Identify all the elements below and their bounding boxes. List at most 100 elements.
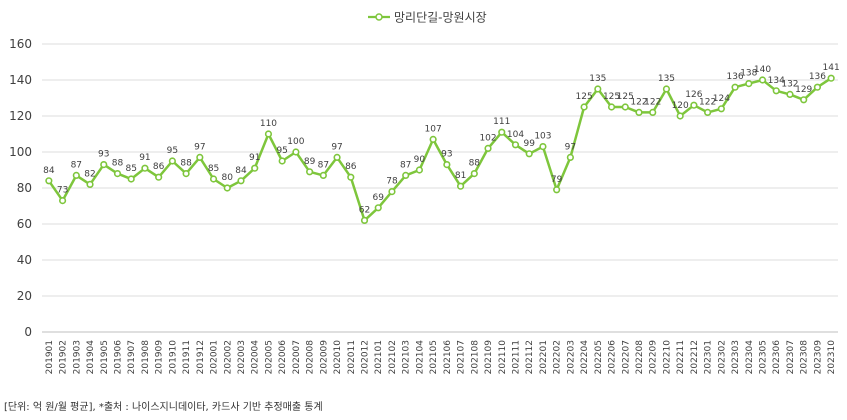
data-label: 120 <box>672 101 689 111</box>
data-label: 88 <box>469 159 481 169</box>
data-label: 122 <box>699 97 716 107</box>
data-point <box>86 180 94 188</box>
y-tick-label: 140 <box>9 73 32 87</box>
legend-marker <box>375 13 383 21</box>
data-label: 97 <box>194 142 205 152</box>
x-tick-label: 202308 <box>800 340 810 375</box>
data-point <box>690 101 698 109</box>
x-tick-label: 202108 <box>470 340 480 375</box>
x-tick-label: 202310 <box>827 340 837 375</box>
data-label: 82 <box>84 169 95 179</box>
x-tick-label: 202212 <box>690 340 700 374</box>
data-label: 79 <box>551 175 563 185</box>
data-label: 111 <box>493 117 510 127</box>
x-tick-label: 201907 <box>127 340 137 374</box>
x-tick-label: 202207 <box>621 340 631 374</box>
data-point <box>621 103 629 111</box>
x-tick-label: 202309 <box>813 340 823 375</box>
x-tick-label: 202002 <box>223 340 233 374</box>
x-tick-label: 201908 <box>141 340 151 375</box>
data-point <box>594 85 602 93</box>
x-tick-label: 202111 <box>511 340 521 374</box>
x-tick-label: 202006 <box>278 340 288 375</box>
data-point <box>758 76 767 84</box>
data-point <box>566 153 574 161</box>
data-label: 85 <box>125 164 136 174</box>
data-point <box>786 90 794 98</box>
y-tick-label: 120 <box>9 109 32 123</box>
data-label: 87 <box>318 160 329 170</box>
data-point <box>127 175 135 183</box>
x-tick-label: 202106 <box>443 340 453 375</box>
y-tick-label: 60 <box>17 217 32 231</box>
data-point <box>484 144 492 152</box>
data-label: 88 <box>180 159 192 169</box>
data-point <box>196 153 204 161</box>
x-tick-label: 202202 <box>553 340 563 374</box>
x-tick-label: 202304 <box>745 340 755 375</box>
data-label: 95 <box>276 146 287 156</box>
data-label: 97 <box>331 142 342 152</box>
data-point <box>704 108 712 116</box>
x-tick-label: 202007 <box>292 340 302 374</box>
data-point <box>717 105 725 113</box>
data-label: 84 <box>43 166 55 176</box>
data-label: 136 <box>809 72 826 82</box>
data-label: 129 <box>795 85 812 95</box>
data-label: 141 <box>823 63 840 73</box>
data-point <box>800 96 808 104</box>
y-tick-label: 20 <box>17 289 32 303</box>
data-point <box>429 135 437 143</box>
data-label: 93 <box>441 150 452 160</box>
data-point <box>182 170 190 178</box>
x-tick-label: 202112 <box>525 340 535 374</box>
data-label: 104 <box>507 130 524 140</box>
data-point <box>306 168 314 176</box>
y-tick-label: 100 <box>9 145 32 159</box>
data-label: 86 <box>345 162 357 172</box>
data-label: 125 <box>576 92 593 102</box>
x-tick-label: 202210 <box>662 340 672 375</box>
x-tick-label: 202306 <box>772 340 782 375</box>
x-tick-label: 202205 <box>594 340 604 374</box>
data-point <box>676 112 684 120</box>
data-label: 89 <box>304 157 316 167</box>
data-point <box>415 166 424 174</box>
x-tick-label: 202102 <box>388 340 398 374</box>
x-tick-label: 202201 <box>539 340 549 374</box>
data-point <box>333 153 341 161</box>
data-point <box>209 175 218 183</box>
data-point <box>525 150 533 158</box>
data-label: 81 <box>455 171 466 181</box>
x-tick-label: 202110 <box>498 340 508 375</box>
y-tick-label: 40 <box>17 253 32 267</box>
data-label: 122 <box>630 97 647 107</box>
data-label: 126 <box>685 90 702 100</box>
x-tick-label: 202001 <box>210 340 220 374</box>
x-tick-label: 201904 <box>86 340 96 375</box>
data-point <box>649 108 657 116</box>
x-tick-label: 202206 <box>608 340 618 375</box>
data-point <box>72 171 80 179</box>
data-point <box>580 103 588 111</box>
data-label: 62 <box>359 205 370 215</box>
x-tick-label: 202302 <box>717 340 727 374</box>
data-label: 135 <box>589 74 606 84</box>
data-label: 135 <box>658 74 675 84</box>
data-label: 88 <box>112 159 124 169</box>
x-tick-label: 201909 <box>155 340 165 375</box>
data-point <box>374 204 382 212</box>
data-point <box>155 173 163 181</box>
data-point <box>553 186 561 194</box>
data-label: 69 <box>373 193 385 203</box>
data-point <box>443 161 451 169</box>
x-tick-label: 202010 <box>333 340 343 375</box>
data-label: 84 <box>235 166 247 176</box>
x-tick-label: 201911 <box>182 340 192 374</box>
data-label: 125 <box>603 92 620 102</box>
data-label: 90 <box>414 155 426 165</box>
data-label: 103 <box>534 132 551 142</box>
x-tick-label: 202303 <box>731 340 741 374</box>
data-point <box>45 177 53 185</box>
data-point <box>141 164 149 172</box>
